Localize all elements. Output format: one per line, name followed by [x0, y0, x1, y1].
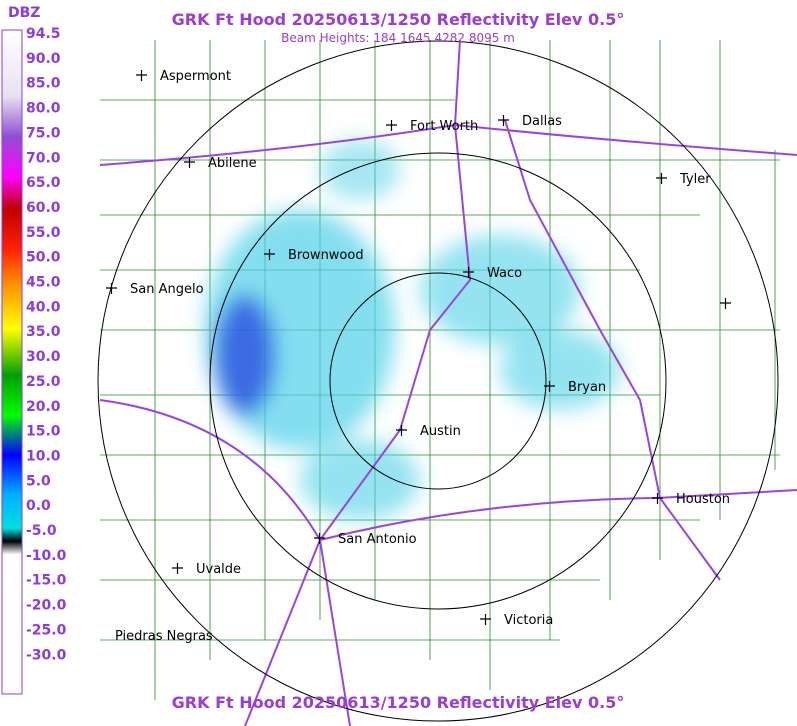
footer-title: GRK Ft Hood 20250613/1250 Reflectivity E…	[172, 693, 625, 712]
city-marker	[264, 249, 275, 260]
legend-label: 0.0	[26, 498, 51, 514]
city-marker	[656, 173, 667, 184]
city-marker	[463, 267, 474, 278]
legend-label: 50.0	[26, 250, 61, 266]
city-marker	[544, 381, 555, 392]
city-label: Uvalde	[196, 562, 241, 577]
color-scale	[1, 29, 23, 695]
legend-label: -25.0	[26, 622, 67, 638]
city-marker	[184, 157, 195, 168]
city-label: Houston	[676, 492, 730, 507]
legend-label: -15.0	[26, 573, 67, 589]
radar-echoes	[205, 140, 620, 520]
city-label: Dallas	[522, 114, 562, 129]
legend-label: 80.0	[26, 101, 61, 117]
city-marker	[480, 614, 491, 625]
city-marker	[498, 115, 509, 126]
legend-label: 10.0	[26, 448, 61, 464]
city-marker	[136, 70, 147, 81]
legend-label: 30.0	[26, 349, 61, 365]
legend-label: 55.0	[26, 225, 61, 241]
city-marker	[106, 283, 117, 294]
title: GRK Ft Hood 20250613/1250 Reflectivity E…	[172, 10, 625, 29]
city-label: San Angelo	[130, 282, 204, 297]
legend-label: -30.0	[26, 647, 67, 663]
city-label: Tyler	[679, 172, 711, 187]
city-label: Austin	[420, 424, 461, 439]
legend-label: 60.0	[26, 200, 61, 216]
legend-label: -10.0	[26, 548, 67, 564]
legend-label: -5.0	[26, 523, 57, 539]
highways	[99, 39, 797, 726]
city-label: Victoria	[504, 613, 553, 628]
city-marker	[172, 563, 183, 574]
range-rings	[97, 40, 779, 722]
city-label: Brownwood	[288, 248, 364, 263]
legend-label: 25.0	[26, 374, 61, 390]
legend-label: 90.0	[26, 51, 61, 67]
city-label: Aspermont	[160, 69, 231, 84]
city-marker	[386, 120, 397, 131]
legend-label: 75.0	[26, 125, 61, 141]
legend-label: 94.5	[26, 26, 61, 42]
city-label: Fort Worth	[410, 119, 478, 134]
legend-label: 85.0	[26, 76, 61, 92]
legend-label: -20.0	[26, 598, 67, 614]
legend-unit: DBZ	[8, 5, 40, 21]
city-label: Piedras Negras	[115, 629, 213, 644]
legend-label: 35.0	[26, 324, 61, 340]
city-marker	[652, 493, 663, 504]
legend-label: 45.0	[26, 275, 61, 291]
legend-label: 65.0	[26, 175, 61, 191]
city-marker	[314, 533, 325, 544]
city-label: San Antonio	[338, 532, 417, 547]
legend-label: 15.0	[26, 424, 61, 440]
legend-label: 5.0	[26, 473, 51, 489]
legend-label: 70.0	[26, 150, 61, 166]
city-marker	[396, 425, 407, 436]
city-label: Abilene	[208, 156, 257, 171]
legend-label: 40.0	[26, 299, 61, 315]
legend-label: 20.0	[26, 399, 61, 415]
city-label: Bryan	[568, 380, 606, 395]
subtitle: Beam Heights: 184 1645 4282 8095 m	[281, 31, 515, 45]
city-label: Waco	[487, 266, 522, 281]
extra-marker	[720, 298, 731, 309]
